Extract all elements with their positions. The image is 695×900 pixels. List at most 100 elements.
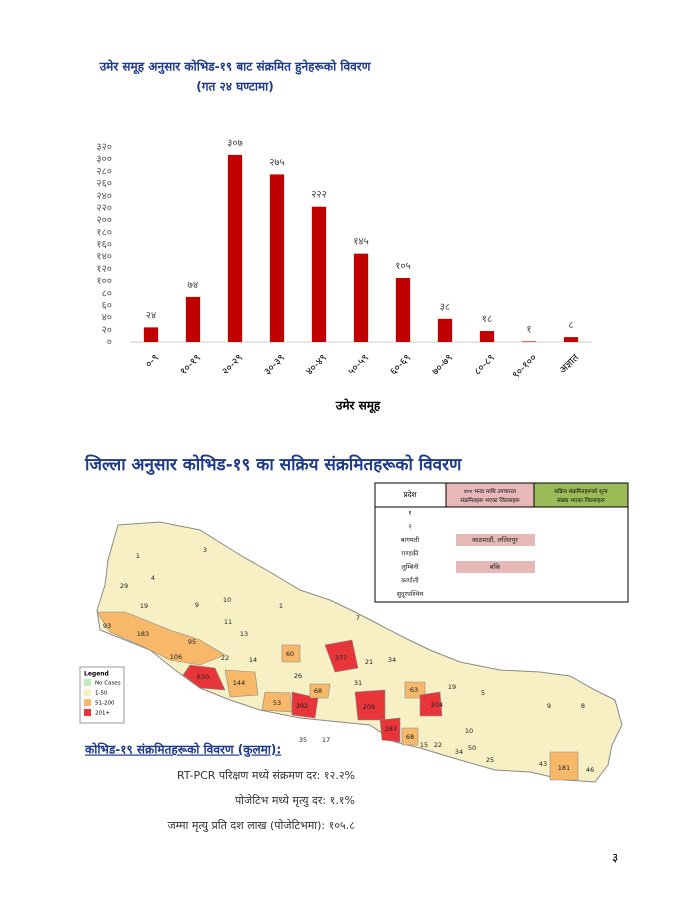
y-tick-label: २०० <box>96 215 112 226</box>
district-label: 5 <box>481 689 485 697</box>
district-label: 46 <box>586 766 594 774</box>
bar <box>521 341 537 342</box>
data-label: ८ <box>568 320 573 331</box>
district-label: 34 <box>455 748 463 756</box>
district <box>96 611 226 666</box>
district-label: 7 <box>356 614 360 622</box>
district <box>281 644 301 663</box>
district-label: 35 <box>299 736 307 744</box>
district-label: 22 <box>434 741 442 749</box>
district <box>401 727 419 746</box>
x-tick-label: ५०-५९ <box>346 352 371 377</box>
x-tick-label: २०-२९ <box>220 352 245 377</box>
district-label: 287 <box>385 725 397 733</box>
x-tick-label: ७०-७९ <box>430 352 455 377</box>
district-label: 31 <box>354 679 362 687</box>
chart-title: उमेर समूह अनुसार कोभिड-१९ बाट संक्रमित ह… <box>99 60 372 76</box>
district-label: 29 <box>120 582 128 590</box>
table-cell: गण्डकी <box>402 550 419 558</box>
table <box>374 482 629 603</box>
bar <box>143 327 159 342</box>
district-label: 11 <box>224 618 232 626</box>
district-label: 106 <box>170 653 182 661</box>
map-title: जिल्ला अनुसार कोभिड-१९ का सक्रिय संक्रमि… <box>84 454 462 475</box>
district-label: 21 <box>365 658 373 666</box>
bar <box>353 253 369 342</box>
y-tick-label: १४० <box>96 252 112 263</box>
y-tick-label: ३२० <box>96 142 112 153</box>
table-header: प्रदेश <box>403 490 417 499</box>
district-label: 19 <box>448 683 456 691</box>
district-label: 60 <box>286 650 294 658</box>
map <box>96 521 623 783</box>
x-tick-label: ४०-४९ <box>304 352 329 377</box>
legend-swatch <box>84 709 91 716</box>
district-label: 95 <box>188 638 196 646</box>
data-label: २२२ <box>311 190 327 201</box>
legend-title: Legend <box>84 671 109 678</box>
bar <box>437 318 453 342</box>
district-label: 3 <box>203 546 207 554</box>
district <box>419 691 443 717</box>
legend-label: No Cases <box>95 681 121 687</box>
x-axis-label: उमेर समूह <box>335 399 381 414</box>
district-label: 9 <box>195 601 199 609</box>
data-label: १४५ <box>353 237 369 248</box>
x-tick-label: ६०-६९ <box>388 352 413 377</box>
district-label: 17 <box>322 736 330 744</box>
data-label: १८ <box>482 314 492 325</box>
bar <box>479 331 495 342</box>
district-label: 63 <box>410 686 418 694</box>
legend-swatch <box>84 699 91 706</box>
district <box>379 717 401 743</box>
district-label: 50 <box>468 744 476 752</box>
x-tick-label: अज्ञात <box>558 352 582 376</box>
chart-subtitle: (गत २४ घण्टामा) <box>196 80 274 94</box>
bar <box>185 296 201 342</box>
y-tick-label: २० <box>102 325 112 336</box>
y-tick-label: ८० <box>102 288 112 299</box>
x-tick-label: १०-१९ <box>178 352 203 377</box>
district-label: 209 <box>363 703 375 711</box>
y-tick-label: १६० <box>96 240 112 251</box>
data-label: ३०७ <box>227 138 243 149</box>
data-label: ७४ <box>188 280 198 291</box>
y-tick-label: २८० <box>96 166 112 177</box>
summary-line: पोजेटिभ मध्ये मृत्यु दर: १.१% <box>235 794 355 807</box>
table-cell: २ <box>408 523 411 531</box>
table-cell: काठमाडौं, ललितपुर <box>472 536 518 544</box>
bar <box>227 154 243 342</box>
district-label: 14 <box>249 656 257 664</box>
bar <box>563 337 579 342</box>
x-tick-label: ९०-१०० <box>511 352 540 381</box>
cell-highlight <box>456 561 535 573</box>
district-label: 93 <box>103 622 111 630</box>
legend-label: 51-200 <box>95 701 115 707</box>
district <box>309 683 331 699</box>
district-label: 377 <box>335 654 347 662</box>
district-label: 204 <box>431 701 443 709</box>
table-cell: सुदूरपश्चिम <box>397 590 424 598</box>
summary-line: RT-PCR परिक्षण मध्ये संक्रमण दर: १२.२% <box>177 769 355 782</box>
data-label: २७५ <box>269 157 285 168</box>
district <box>224 669 259 698</box>
data-label: ३८ <box>440 302 450 313</box>
y-tick-label: १०० <box>96 276 112 287</box>
district-label: 1 <box>279 602 283 610</box>
x-tick-label: ३०-३९ <box>262 352 287 377</box>
table-cell: कर्णाली <box>401 577 419 585</box>
y-tick-label: ० <box>107 337 112 348</box>
table-cell: लुम्बिनी <box>401 563 419 571</box>
legend-swatch <box>84 679 91 686</box>
cell-highlight <box>456 534 535 546</box>
bar <box>395 278 411 342</box>
y-tick-label: २४० <box>96 191 112 202</box>
district-label: 53 <box>273 699 281 707</box>
table-cell: १ <box>408 509 411 517</box>
summary-heading: कोभिड-१९ संक्रमितहरूको विवरण (कुलमा): <box>84 743 281 758</box>
x-tick-label: ८०-८९ <box>472 352 497 377</box>
table-header: ४०० भन्दा माथि उपचाररत संक्रमितहरू भएका ज… <box>460 488 520 504</box>
legend-swatch <box>84 689 91 696</box>
